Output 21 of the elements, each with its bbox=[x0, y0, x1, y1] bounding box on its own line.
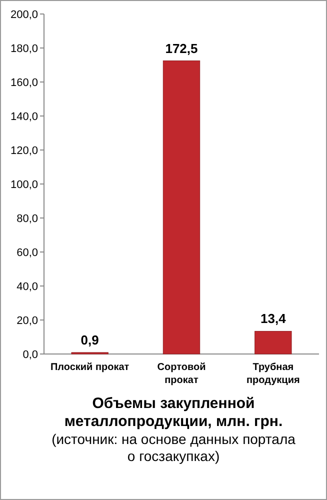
y-tick-label: 60,0 bbox=[16, 246, 38, 259]
y-tick-label: 140,0 bbox=[10, 110, 38, 123]
bar bbox=[254, 330, 292, 354]
text: (источник: на основе данных портала о госзакупках) bbox=[52, 431, 296, 464]
x-tick-label: Трубная продукция bbox=[246, 362, 300, 386]
x-tick-label: Сортовой прокат bbox=[157, 362, 206, 386]
data-label: 172,5 bbox=[165, 40, 198, 56]
bar bbox=[162, 60, 200, 354]
y-tick-label: 40,0 bbox=[16, 280, 38, 293]
y-tick-label: 180,0 bbox=[10, 42, 38, 55]
y-tick-label: 120,0 bbox=[10, 144, 38, 157]
y-tick-label: 20,0 bbox=[16, 314, 38, 327]
text: Объемы закупленной металлопродукции, млн. грн. bbox=[64, 395, 283, 430]
y-tick-label: 100,0 bbox=[10, 178, 38, 191]
y-tick-label: 80,0 bbox=[16, 212, 38, 225]
data-label: 0,9 bbox=[80, 332, 99, 348]
y-tick-label: 160,0 bbox=[10, 76, 38, 89]
y-tick-label: 200,0 bbox=[10, 8, 38, 21]
x-tick-label: Плоский прокат bbox=[50, 362, 130, 373]
data-label: 13,4 bbox=[260, 311, 287, 326]
y-tick-label: 0,0 bbox=[22, 348, 38, 361]
